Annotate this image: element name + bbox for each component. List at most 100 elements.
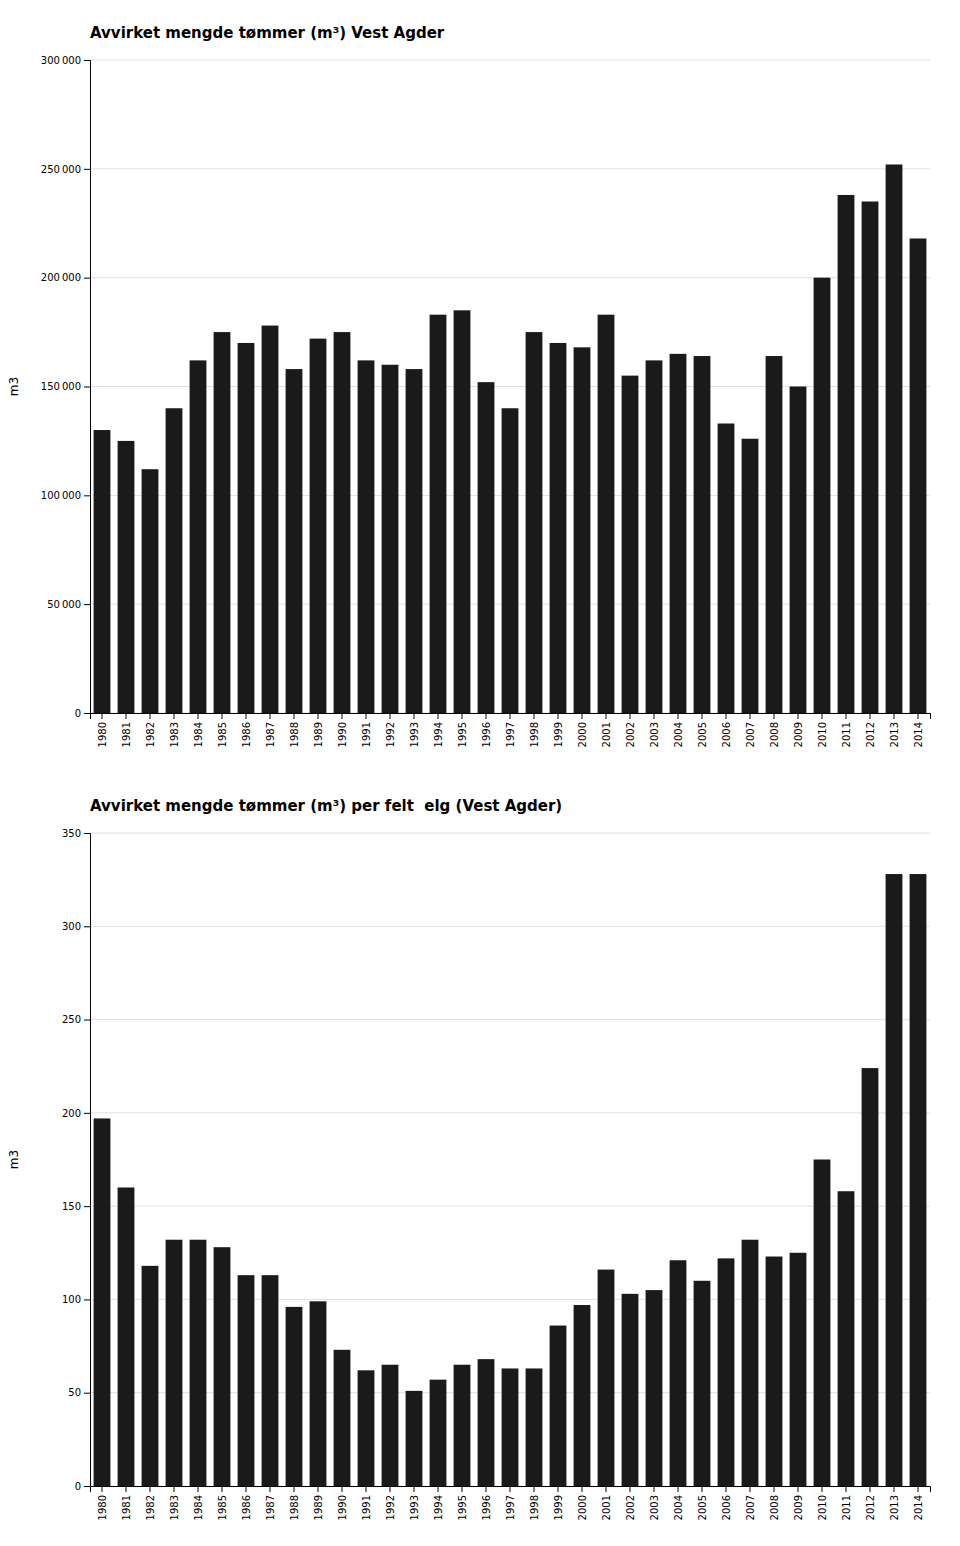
bar xyxy=(310,1301,327,1486)
x-tick: 2014 xyxy=(913,1486,924,1520)
x-tick-label: 1996 xyxy=(481,1495,492,1520)
x-tick: 2000 xyxy=(577,1486,588,1520)
x-tick: 1983 xyxy=(169,713,180,747)
x-tick-mark xyxy=(558,1486,559,1492)
x-tick-label: 2002 xyxy=(625,722,636,747)
grid-line xyxy=(90,1206,930,1207)
x-tick-mark xyxy=(534,713,535,719)
x-tick: 1991 xyxy=(361,1486,372,1520)
x-tick: 1993 xyxy=(409,713,420,747)
bar xyxy=(886,164,903,713)
bar xyxy=(622,1294,639,1486)
x-tick: 1996 xyxy=(481,1486,492,1520)
x-tick-label: 1990 xyxy=(337,1495,348,1520)
x-tick-mark xyxy=(366,713,367,719)
x-tick: 2006 xyxy=(721,1486,732,1520)
bar xyxy=(838,1191,855,1486)
x-tick-mark xyxy=(510,1486,511,1492)
bars xyxy=(94,874,927,1486)
bar xyxy=(646,1290,663,1486)
x-tick: 1981 xyxy=(121,1486,132,1520)
x-tick-label: 1989 xyxy=(313,722,324,747)
bar xyxy=(598,1270,615,1486)
y-tick-mark xyxy=(84,278,90,279)
y-tick: 0 xyxy=(75,1481,90,1492)
x-tick-label: 1992 xyxy=(385,722,396,747)
x-tick-label: 1986 xyxy=(241,1495,252,1520)
x-tick-label: 1993 xyxy=(409,722,420,747)
x-tick-label: 1992 xyxy=(385,1495,396,1520)
x-tick-mark xyxy=(318,1486,319,1492)
y-tick-label: 250 000 xyxy=(41,164,81,175)
chart-panel: 050 000100 000150 000200 000250 000300 0… xyxy=(7,24,931,747)
bar xyxy=(502,408,519,713)
axis-line xyxy=(91,1487,931,1493)
x-tick-mark xyxy=(438,713,439,719)
grid-line xyxy=(90,168,930,169)
bar xyxy=(94,430,111,713)
x-tick-label: 1995 xyxy=(457,722,468,747)
y-tick-mark xyxy=(84,169,90,170)
bar xyxy=(742,1240,759,1486)
x-tick: 1982 xyxy=(145,713,156,747)
x-tick-label: 2000 xyxy=(577,1495,588,1520)
x-tick-mark xyxy=(246,1486,247,1492)
x-tick-mark xyxy=(678,1486,679,1492)
y-tick-mark xyxy=(84,1206,90,1207)
x-tick-mark xyxy=(342,713,343,719)
bar xyxy=(214,332,231,713)
x-tick: 1996 xyxy=(481,713,492,747)
x-tick-label: 1994 xyxy=(433,1495,444,1520)
x-tick-mark xyxy=(630,713,631,719)
bar xyxy=(406,369,423,713)
bar xyxy=(166,408,183,713)
bar xyxy=(526,1368,543,1486)
x-tick-label: 1990 xyxy=(337,722,348,747)
y-tick: 250 xyxy=(62,1014,90,1025)
x-tick-mark xyxy=(126,713,127,719)
x-tick-label: 2009 xyxy=(793,1495,804,1520)
bars xyxy=(94,164,927,713)
x-tick-mark xyxy=(462,1486,463,1492)
bar xyxy=(646,360,663,713)
x-tick-mark xyxy=(510,713,511,719)
x-tick-label: 2005 xyxy=(697,722,708,747)
x-tick-label: 2010 xyxy=(817,1495,828,1520)
bar xyxy=(118,441,135,713)
x-tick-label: 1998 xyxy=(529,722,540,747)
x-tick-label: 1987 xyxy=(265,1495,276,1520)
x-tick-mark xyxy=(702,1486,703,1492)
x-tick: 2004 xyxy=(673,1486,684,1520)
grid-line xyxy=(90,1112,930,1113)
x-tick-mark xyxy=(150,1486,151,1492)
y-axis-title: m3 xyxy=(7,377,21,396)
y-tick-mark xyxy=(84,1299,90,1300)
bar xyxy=(814,1160,831,1487)
x-tick-mark xyxy=(774,713,775,719)
y-tick-label: 300 xyxy=(62,921,81,932)
x-tick-mark xyxy=(606,1486,607,1492)
x-tick: 1985 xyxy=(217,1486,228,1520)
x-tick: 2013 xyxy=(889,713,900,747)
bar xyxy=(358,360,375,713)
x-tick: 2008 xyxy=(769,1486,780,1520)
x-tick-label: 1984 xyxy=(193,722,204,747)
x-tick-mark xyxy=(750,1486,751,1492)
bar xyxy=(310,339,327,713)
x-tick: 1999 xyxy=(553,1486,564,1520)
bar xyxy=(910,874,927,1486)
x-tick-label: 1991 xyxy=(361,1495,372,1520)
grid-line xyxy=(90,277,930,278)
x-tick: 2005 xyxy=(697,713,708,747)
x-tick-mark xyxy=(222,1486,223,1492)
x-tick-mark xyxy=(582,713,583,719)
x-tick: 2009 xyxy=(793,1486,804,1520)
x-tick: 1981 xyxy=(121,713,132,747)
bar xyxy=(670,1260,687,1486)
x-tick-mark xyxy=(654,713,655,719)
x-tick-mark xyxy=(294,1486,295,1492)
bar xyxy=(382,1365,399,1486)
x-tick-label: 1988 xyxy=(289,1495,300,1520)
x-tick-mark xyxy=(870,713,871,719)
bar xyxy=(766,356,783,713)
